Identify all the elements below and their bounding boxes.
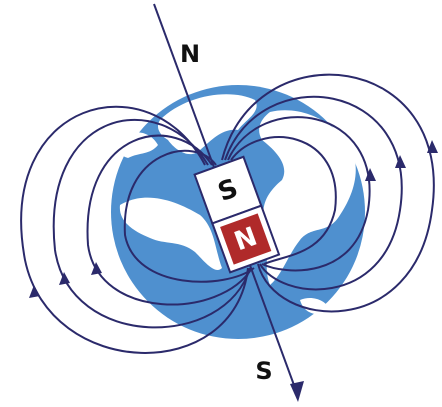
field-lines (20, 73, 435, 354)
magnet-north-fill (220, 213, 272, 265)
axis-arrowhead (290, 381, 304, 402)
field-arrows (29, 140, 438, 298)
continents (94, 94, 358, 315)
axis-south-label: S (255, 357, 272, 385)
axis-north-label: N (180, 40, 200, 68)
bar-magnet: S N (193, 155, 281, 274)
